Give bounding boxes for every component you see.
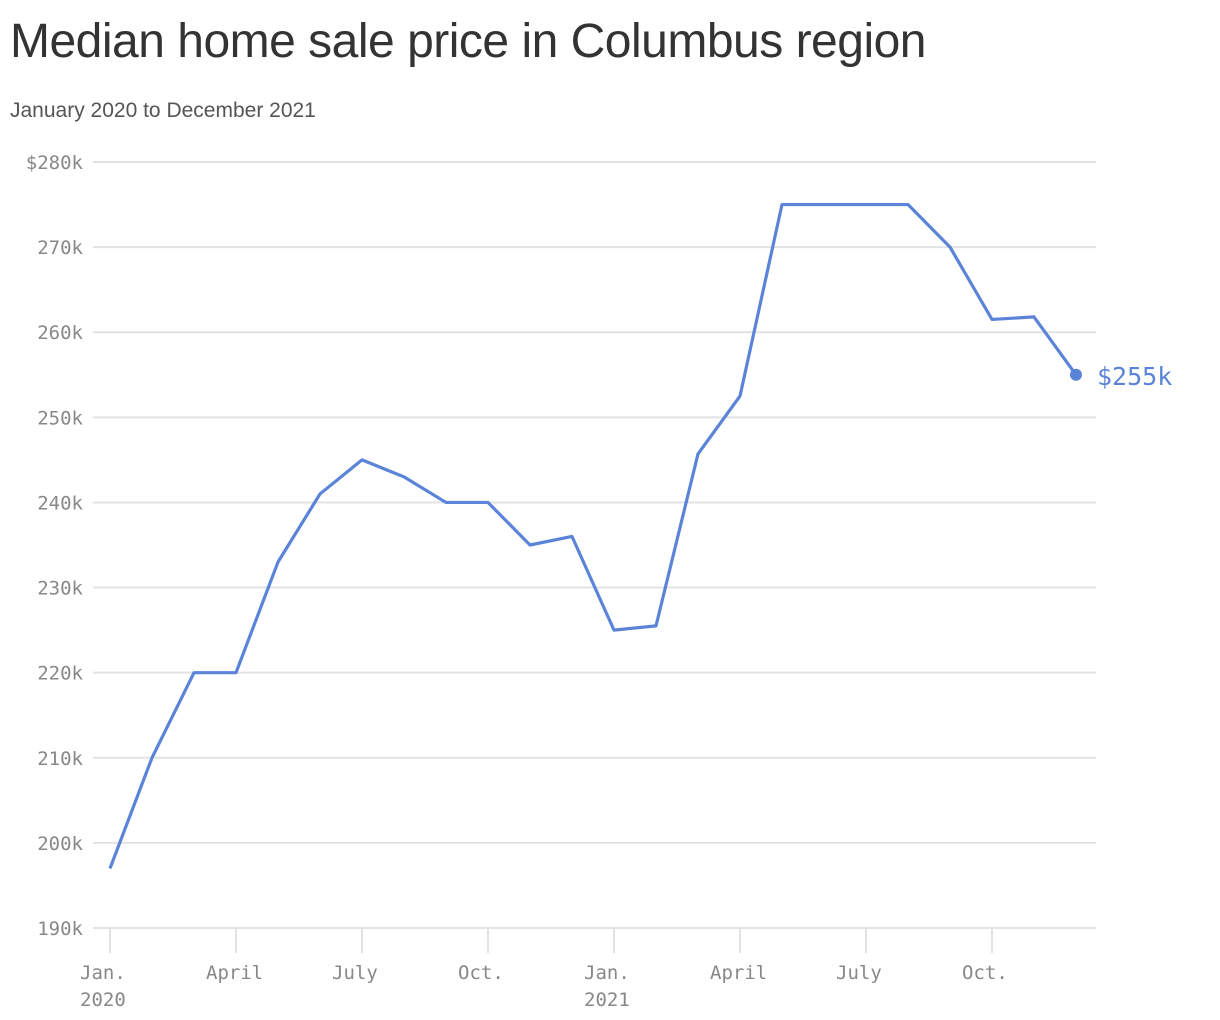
y-tick-label: 260k <box>37 322 83 344</box>
x-tick-label: July <box>836 962 882 984</box>
chart-subtitle: January 2020 to December 2021 <box>10 99 316 122</box>
y-tick-label: 230k <box>37 578 83 600</box>
endpoint-marker <box>1070 368 1082 381</box>
y-tick-label: 220k <box>37 663 83 685</box>
y-tick-label: $280k <box>26 152 84 174</box>
y-tick-label: 270k <box>37 237 83 259</box>
x-tick-label: Oct. <box>962 962 1008 984</box>
x-tick-label: Oct. <box>458 962 504 984</box>
y-tick-label: 200k <box>37 833 83 855</box>
x-tick-label: July <box>332 962 378 984</box>
price-line <box>108 202 1078 869</box>
x-tick-label: April <box>710 962 767 984</box>
x-tick-label: April <box>206 962 263 984</box>
x-tick-label: Jan. <box>584 962 630 984</box>
y-tick-label: 250k <box>37 407 83 429</box>
y-tick-label: 190k <box>37 918 83 940</box>
x-tick-year: 2020 <box>80 989 126 1011</box>
endpoint-label: $255k <box>1097 362 1172 391</box>
y-tick-label: 240k <box>37 492 83 514</box>
chart-title: Median home sale price in Columbus regio… <box>10 15 927 68</box>
x-tick-label: Jan. <box>80 962 126 984</box>
x-tick-year: 2021 <box>584 989 630 1011</box>
y-tick-label: 210k <box>37 748 83 770</box>
